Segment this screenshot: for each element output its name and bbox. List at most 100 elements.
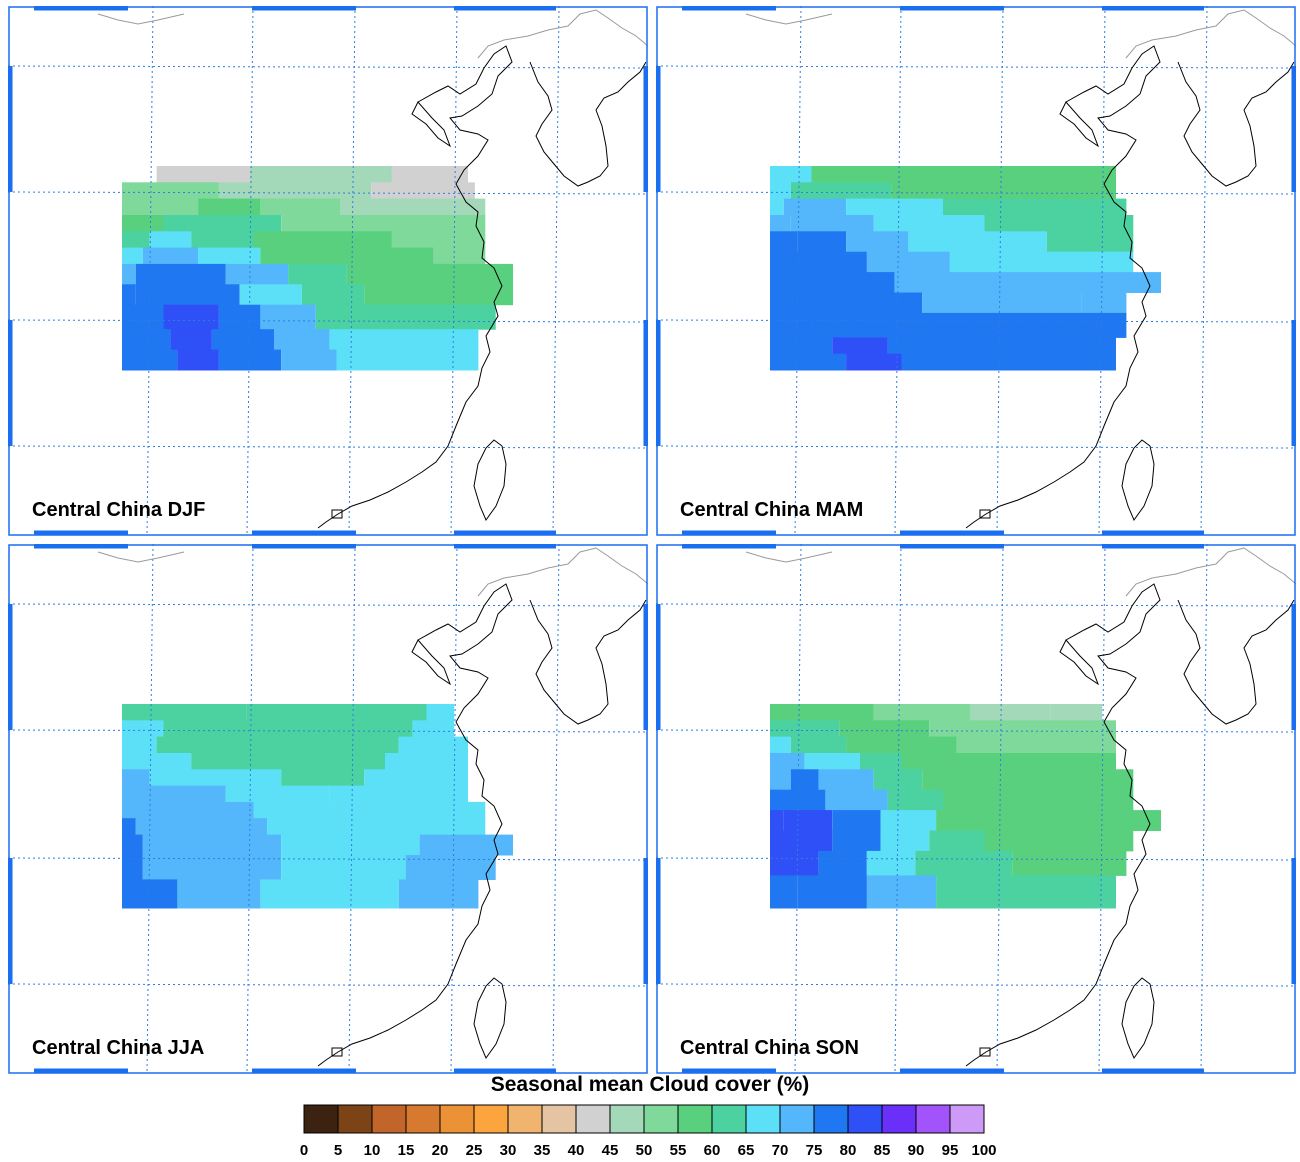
cloud-cell — [901, 353, 1116, 371]
colorbar-tick-label: 60 — [704, 1142, 721, 1159]
colorbar-swatch — [609, 1104, 645, 1134]
cloud-cell — [253, 801, 486, 819]
colorbar-tick-label: 90 — [908, 1142, 925, 1159]
cloud-cell — [949, 251, 1134, 273]
cloud-cell — [770, 353, 847, 371]
meridian-gridline — [450, 544, 458, 1074]
cloud-cell — [218, 304, 261, 330]
colorbar-swatch — [303, 1104, 339, 1134]
cloud-cell — [832, 830, 881, 852]
cloud-cell — [433, 247, 486, 265]
colorbar-tick-label: 15 — [398, 1142, 415, 1159]
cloud-cell — [122, 769, 150, 787]
map-panel-djf: Central China DJF — [8, 6, 648, 536]
map-panel-jja: Central China JJA — [8, 544, 648, 1074]
coastline — [965, 583, 1161, 1067]
colorbar-swatch — [677, 1104, 713, 1134]
cloud-cell — [385, 753, 468, 770]
cloud-cell — [956, 736, 1116, 754]
cloud-cell — [790, 736, 847, 754]
cloud-cell — [122, 720, 164, 738]
cloud-cell — [191, 753, 385, 770]
cloud-cell — [149, 769, 282, 787]
meridian-gridline — [348, 544, 356, 1074]
meridian-gridline — [894, 544, 902, 1074]
colorbar-swatch — [881, 1104, 917, 1134]
cloud-cell — [122, 818, 136, 835]
hong-kong-outline — [331, 1047, 343, 1057]
cloud-cell — [260, 247, 434, 265]
cloud-cell — [163, 720, 413, 738]
colorbar-tick-label: 65 — [738, 1142, 755, 1159]
cloud-cell — [804, 753, 860, 770]
cloud-cell — [122, 304, 164, 330]
cloud-cell — [122, 231, 150, 249]
cloud-cell — [1046, 231, 1134, 253]
cloud-cell — [122, 215, 164, 232]
cloud-cell — [142, 247, 199, 265]
cloud-cell — [329, 785, 468, 803]
parallel-gridline — [8, 603, 648, 607]
cloud-cell — [818, 850, 867, 876]
colorbar-tick-label: 55 — [670, 1142, 687, 1159]
colorbar-tick-label: 70 — [772, 1142, 789, 1159]
cloud-cell — [260, 879, 399, 909]
colorbar-tick-label: 50 — [636, 1142, 653, 1159]
cloud-field — [770, 166, 1161, 371]
cloud-cell — [122, 785, 226, 803]
cloud-cell — [218, 349, 282, 371]
colorbar-swatch — [813, 1104, 849, 1134]
cloud-cell — [922, 769, 1134, 791]
cloud-cell — [253, 231, 392, 249]
cloud-cell — [922, 292, 1082, 314]
cloud-cell — [260, 304, 316, 330]
colorbar: 0 5 10 15 20 25 30 35 40 45 50 55 60 65 70 75 80 85 90 95 10… — [300, 1104, 997, 1159]
cloud-cell — [340, 198, 486, 216]
cloud-cell — [818, 769, 874, 791]
parallel-gridline — [656, 445, 1296, 449]
cloud-cell — [122, 834, 143, 856]
taiwan-coastline — [473, 439, 507, 522]
cloud-cell — [156, 166, 250, 183]
cloud-cell — [880, 830, 930, 852]
cloud-cell — [122, 247, 143, 265]
cloud-cell — [122, 801, 254, 819]
meridian-gridline — [894, 6, 902, 536]
meridian-gridline — [246, 6, 254, 536]
taiwan-coastline — [473, 977, 507, 1060]
parallel-gridline — [656, 729, 1296, 733]
meridian-gridline — [246, 544, 254, 1074]
colorbar-swatch — [337, 1104, 373, 1134]
country-border — [745, 9, 1296, 59]
cloud-cell — [122, 736, 157, 754]
panel-title: Central China DJF — [32, 499, 206, 521]
colorbar-swatch — [439, 1104, 475, 1134]
map-panel-son: Central China SON — [656, 544, 1296, 1074]
cloud-cell — [135, 284, 240, 306]
cloud-cell — [770, 720, 840, 738]
cloud-field — [122, 166, 513, 371]
cloud-cell — [811, 166, 1116, 183]
colorbar-tick-label: 10 — [364, 1142, 381, 1159]
korea-coastline — [1177, 599, 1295, 725]
cloud-cell — [225, 263, 289, 285]
colorbar-swatch — [779, 1104, 815, 1134]
cloud-cell — [770, 231, 798, 253]
cloud-cell — [260, 198, 340, 216]
cloud-cell — [1116, 272, 1161, 293]
cloud-cell — [770, 875, 798, 909]
cloud-cell — [267, 818, 486, 835]
cloud-cell — [839, 720, 930, 738]
colorbar-tick-label: 0 — [300, 1142, 308, 1159]
panel-title: Central China MAM — [680, 499, 864, 521]
cloud-cell — [170, 329, 212, 351]
cloud-cell — [301, 284, 365, 306]
colorbar-swatch — [405, 1104, 441, 1134]
meridian-gridline — [996, 6, 1004, 536]
cloud-cell — [346, 263, 513, 285]
cloud-cell — [135, 818, 268, 835]
cloud-cell — [281, 215, 486, 232]
cloud-cell — [770, 830, 833, 852]
cloud-cell — [936, 875, 1116, 909]
cloud-cell — [770, 215, 791, 232]
